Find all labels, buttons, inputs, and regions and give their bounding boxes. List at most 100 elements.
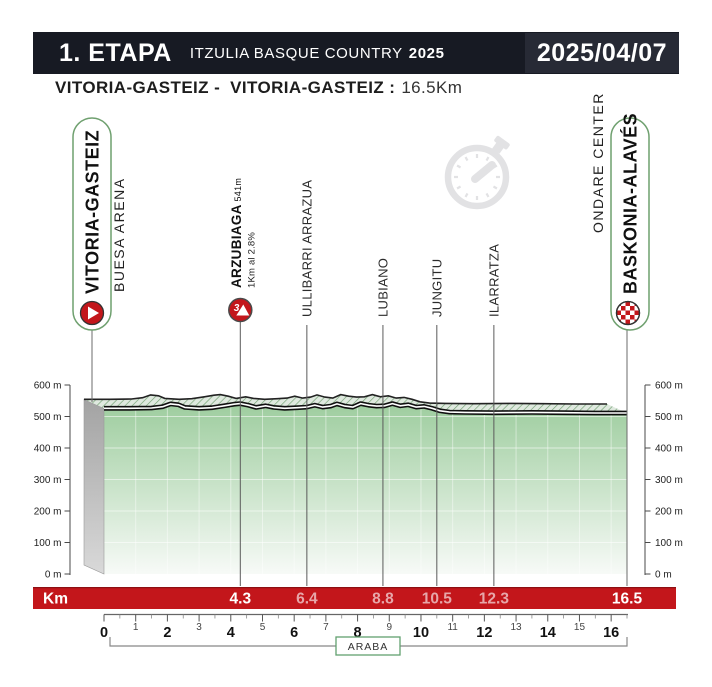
km-bar-title: Km (43, 591, 68, 608)
profile-side-face (83, 398, 105, 575)
region-label: ARABA (348, 641, 389, 653)
waypoint-name: JUNGITU (429, 259, 444, 317)
crown-stem (492, 141, 505, 154)
y-axis-label: 300 m (34, 475, 62, 486)
region-box (335, 636, 401, 656)
stopwatch-ring (444, 144, 510, 210)
stopwatch-tick (464, 156, 469, 162)
waypoint-sub: BUESA ARENA (111, 177, 127, 292)
title-bar: 1. ETAPA ITZULIA BASQUE COUNTRY 2025 2025… (33, 32, 679, 74)
finish-checker-icon (615, 300, 641, 326)
km-bar: Km 4.3 6.4 8.8 10.5 12.3 16.5 (33, 586, 676, 609)
km-label: 10.5 (422, 591, 453, 608)
waypoint-name: BASKONIA-ALAVÉS (619, 113, 640, 294)
km-bar-bg (33, 587, 676, 609)
waypoint-pass: LUBIANO (376, 258, 391, 586)
y-axis-label: 500 m (34, 412, 62, 423)
waypoint-name: ILARRATZA (487, 244, 502, 317)
road-line-center (104, 402, 627, 414)
region-bracket: ARABA (109, 636, 628, 656)
y-axis-label: 400 m (34, 444, 62, 455)
y-axis-label: 0 m (45, 570, 62, 581)
ruler-number: 10 (413, 625, 429, 641)
stopwatch-tick (485, 192, 490, 198)
ruler-number: 9 (386, 622, 392, 633)
y-axis-label: 600 m (34, 381, 62, 392)
stopwatch-tick (464, 192, 469, 198)
stage-date: 2025/04/07 (524, 33, 679, 73)
route-start: VITORIA-GASTEIZ - (55, 78, 221, 97)
ruler-number: 7 (323, 622, 329, 633)
km-label: 12.3 (479, 591, 510, 608)
stopwatch-tick (485, 156, 490, 162)
y-axis-label: 600 m (655, 381, 683, 392)
route-finish: VITORIA-GASTEIZ : (230, 78, 396, 97)
waypoint-pass: ILARRATZA (487, 244, 502, 586)
profile-back-edge (84, 393, 607, 405)
race-title: ITZULIA BASQUE COUNTRY 2025 (190, 45, 445, 62)
ruler-number: 5 (260, 622, 266, 633)
climb-note: 1Km al 2.8% (247, 232, 258, 288)
y-axis-label: 300 m (655, 475, 683, 486)
y-axis-label: 500 m (655, 412, 683, 423)
crown-cap (494, 135, 510, 150)
stopwatch-hand (471, 161, 496, 183)
waypoints: VITORIA-GASTEIZ BUESA ARENA ARZUBIAGA 541m… (72, 92, 650, 586)
waypoint-start: VITORIA-GASTEIZ BUESA ARENA (72, 117, 127, 402)
km-label: 6.4 (296, 591, 318, 608)
climb-name: ARZUBIAGA 541m (229, 178, 244, 288)
stopwatch-crown (492, 135, 510, 154)
route-line: VITORIA-GASTEIZ - VITORIA-GASTEIZ : 16.5Km (55, 78, 462, 98)
ruler-number: 4 (227, 625, 235, 641)
km-label: 16.5 (612, 591, 643, 608)
y-axis-label: 0 m (655, 570, 672, 581)
ruler-number: 15 (574, 622, 586, 633)
ruler-number: 8 (354, 625, 362, 641)
km-label: 4.3 (230, 591, 252, 608)
ruler-number: 6 (290, 625, 298, 641)
ruler-number: 12 (476, 625, 492, 641)
ruler-number: 2 (163, 625, 171, 641)
ruler-number: 13 (510, 622, 522, 633)
stopwatch-tick (456, 185, 462, 190)
stage-title: 1. ETAPA (59, 38, 172, 67)
race-name: ITZULIA BASQUE COUNTRY (189, 44, 403, 62)
stopwatch-tick (456, 164, 462, 169)
ruler-number: 1 (133, 622, 139, 633)
y-axis-label: 200 m (34, 507, 62, 518)
y-axis-label: 200 m (655, 507, 683, 518)
y-axis-label: 400 m (655, 444, 683, 455)
climb-category: 3 (234, 303, 240, 314)
climb-mountain-icon (236, 304, 250, 316)
waypoint-pill (610, 117, 650, 331)
y-axis-label: 100 m (655, 538, 683, 549)
ruler-number: 14 (540, 625, 556, 641)
right-elevation-axis: 600 m 500 m 400 m 300 m 200 m 100 m 0 m (644, 381, 683, 581)
left-elevation-axis: 600 m 500 m 400 m 300 m 200 m 100 m 0 m (34, 381, 71, 581)
waypoint-pass: ULLIBARRI ARRAZUA (300, 180, 315, 586)
profile-gridlines (104, 403, 627, 574)
profile-front-face (104, 403, 627, 574)
waypoint-sub: ONDARE CENTER (590, 92, 606, 233)
ruler-number: 16 (603, 625, 619, 641)
waypoint-name: LUBIANO (376, 258, 391, 317)
waypoint-pass: JUNGITU (429, 259, 444, 586)
route-distance: 16.5Km (401, 78, 463, 97)
waypoint-pill (72, 117, 112, 331)
race-year: 2025 (408, 44, 445, 62)
ruler-number: 3 (196, 622, 202, 633)
y-axis-label: 100 m (34, 538, 62, 549)
km-label: 8.8 (372, 591, 394, 608)
start-play-icon (88, 306, 99, 320)
stopwatch-icon (444, 135, 510, 210)
waypoint-finish: BASKONIA-ALAVÉS ONDARE CENTER (590, 92, 650, 586)
waypoint-name: VITORIA-GASTEIZ (82, 130, 102, 294)
ruler-number: 0 (100, 625, 108, 641)
km-ruler: 0 1 2 3 4 5 6 7 8 9 10 11 12 13 14 15 16 (100, 613, 629, 641)
waypoint-name: ULLIBARRI ARRAZUA (300, 180, 315, 317)
stopwatch-tick (492, 185, 498, 190)
